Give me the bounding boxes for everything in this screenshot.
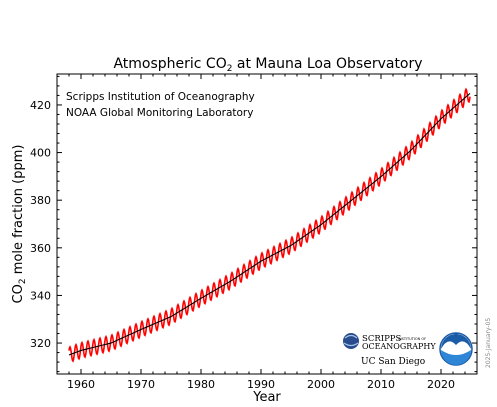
chart-title: Atmospheric CO2 at Mauna Loa Observatory [113,56,422,74]
y-tick-label: 360 [30,242,51,255]
plot-series [68,87,471,363]
x-tick-label: 1990 [247,378,275,391]
x-axis: 1960 1970 1980 1990 2000 2010 2020 [56,74,478,391]
annotation-noaa: NOAA Global Monitoring Laboratory [66,107,253,119]
y-tick-label: 320 [30,337,51,350]
y-tick-label: 420 [30,99,51,112]
monthly-series-line [68,87,471,363]
x-tick-label: 1970 [127,378,155,391]
x-tick-label: 2000 [307,378,335,391]
x-axis-label: Year [252,390,281,405]
date-stamp: 2025-January-05 [485,318,492,368]
x-tick-label: 1960 [67,378,95,391]
x-tick-label: 2010 [367,378,395,391]
scripps-small: INSTITUTION OF [398,337,426,341]
scripps-name: SCRIPPS [362,334,402,344]
y-tick-label: 340 [30,289,51,302]
annotation-scripps: Scripps Institution of Oceanography [66,91,255,103]
ucsd-name: UC San Diego [361,357,425,367]
y-axis: 320 340 360 380 400 420 [30,75,477,373]
x-tick-label: 1980 [187,378,215,391]
plot-frame [56,73,478,375]
scripps-oceanography: OCEANOGRAPHY [362,342,436,351]
scripps-logo: SCRIPPS INSTITUTION OF OCEANOGRAPHY UC S… [343,333,436,367]
trend-series-line [68,92,471,356]
x-tick-label: 2020 [427,378,455,391]
noaa-logo: NOAA [439,332,473,366]
y-tick-label: 380 [30,194,51,207]
noaa-text: NOAA [448,348,464,354]
y-axis-label: CO2 mole fraction (ppm) [11,145,28,304]
y-tick-label: 400 [30,147,51,160]
